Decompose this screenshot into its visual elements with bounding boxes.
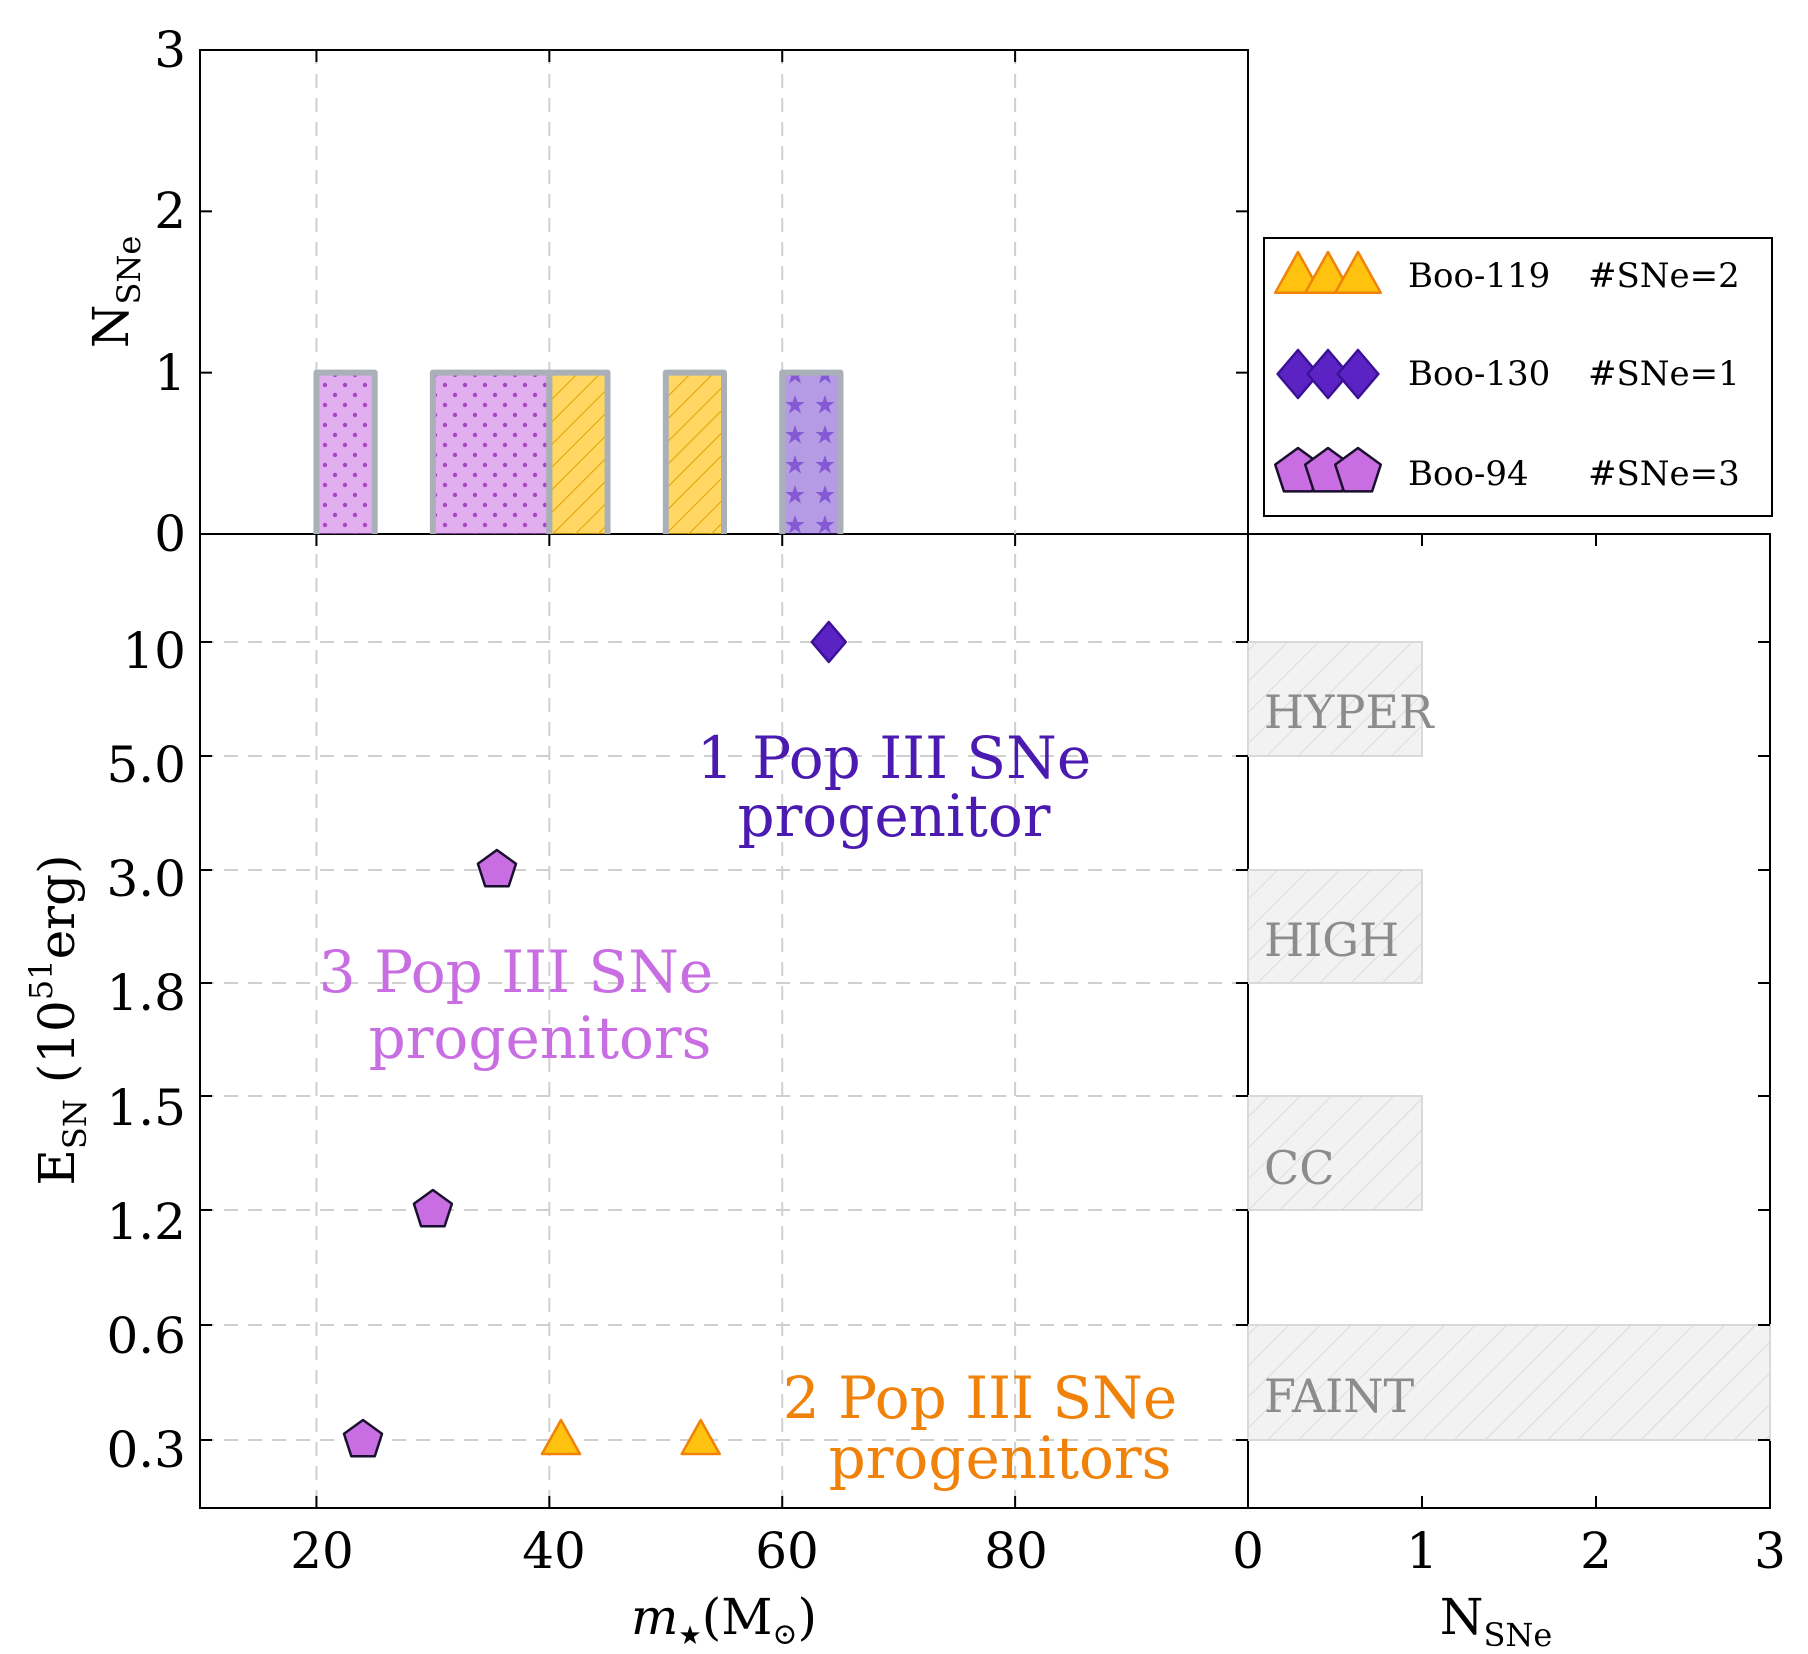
bar-outline: [313, 369, 378, 534]
main-xtick-label: 60: [755, 1522, 819, 1580]
main-xtick-label: 80: [984, 1522, 1048, 1580]
bar-outline: [546, 369, 611, 534]
category-label-cc: CC: [1264, 1141, 1334, 1195]
top-ytick-label: 1: [154, 344, 186, 402]
category-label-faint: FAINT: [1264, 1369, 1415, 1423]
legend-label-boo130: Boo-130: [1408, 354, 1550, 394]
main-ytick-label: 0.6: [106, 1307, 186, 1365]
legend-marker-boo-119: [1303, 250, 1353, 295]
point-boo-94: [412, 1188, 454, 1228]
point-boo-94: [342, 1418, 384, 1458]
point-boo-119: [680, 1418, 721, 1456]
legend-marker-boo-119: [1333, 250, 1383, 295]
legend-marker-boo-94: [1333, 446, 1383, 493]
right-xtick-label: 0: [1232, 1522, 1264, 1580]
bar-pattern: [549, 372, 608, 534]
category-bar-hatch: [1248, 1325, 1770, 1440]
legend-label-boo94: Boo-94: [1408, 454, 1529, 494]
tick-marks: [200, 49, 1771, 1508]
point-boo-94: [476, 848, 518, 888]
main-xtick-label: 20: [290, 1522, 354, 1580]
bar-pattern: [665, 372, 724, 534]
annotation-boo130-line1: 1 Pop III SNe: [697, 724, 1091, 792]
legend-count-boo119: #SNe=2: [1588, 256, 1740, 296]
main-xlabel: m★(M⊙): [631, 1588, 817, 1652]
main-panel-frame: [199, 533, 1249, 1509]
annotation-boo94-line1: 3 Pop III SNe: [319, 938, 713, 1006]
right-histogram-bars: [1247, 641, 1771, 1441]
legend-marker-boo-119: [1273, 250, 1323, 295]
legend-marker-boo-130: [1336, 348, 1380, 400]
legend-count-boo130: #SNe=1: [1588, 354, 1740, 394]
right-panel-frame: [1247, 533, 1771, 1509]
bar-pattern: [316, 372, 375, 534]
right-xtick-label: 1: [1406, 1522, 1438, 1580]
bar-pattern: [432, 372, 550, 534]
main-ytick-label: 5.0: [106, 736, 186, 794]
top-histogram-bars: [313, 369, 844, 534]
legend: Boo-119 #SNe=2 Boo-130 #SNe=1 Boo-94 #SN…: [1263, 237, 1773, 517]
legend-marker-boo-130: [1306, 348, 1350, 400]
legend-markers: [1273, 250, 1383, 493]
main-ytick-label: 3.0: [106, 850, 186, 908]
right-xtick-label: 2: [1580, 1522, 1612, 1580]
category-bar-hatch: [1248, 642, 1422, 756]
category-bar-hatch: [1248, 870, 1422, 983]
legend-marker-boo-130: [1276, 348, 1320, 400]
right-xtick-label: 3: [1754, 1522, 1786, 1580]
category-bar-hatch: [1248, 1096, 1422, 1210]
legend-count-boo94: #SNe=3: [1588, 454, 1740, 494]
top-ytick-label: 2: [154, 182, 186, 240]
bar-boo-94: [316, 372, 375, 534]
main-ytick-label: 10: [122, 622, 186, 680]
bar-boo-119: [665, 372, 724, 534]
annotation-boo94-line2: progenitors: [369, 1004, 712, 1072]
annotation-boo130-line2: progenitor: [737, 782, 1050, 850]
bar-pattern: [782, 372, 841, 534]
bar-outline: [779, 369, 844, 534]
category-label-hyper: HYPER: [1264, 685, 1435, 739]
main-ytick-label: 1.5: [106, 1079, 186, 1137]
bar-boo-130: [782, 372, 841, 534]
point-boo-119: [540, 1418, 582, 1456]
main-ytick-label: 0.3: [106, 1421, 186, 1479]
annotation-boo119-line1: 2 Pop III SNe: [783, 1364, 1177, 1432]
scatter-points: [342, 620, 848, 1458]
category-label-high: HIGH: [1264, 913, 1399, 967]
point-boo-130: [810, 620, 848, 664]
main-ytick-label: 1.8: [106, 964, 186, 1022]
legend-label-boo119: Boo-119: [1408, 256, 1550, 296]
main-xtick-label: 40: [522, 1522, 586, 1580]
top-ylabel: NSNe: [82, 236, 148, 349]
main-ytick-label: 1.2: [106, 1193, 186, 1251]
bar-outline: [662, 369, 727, 534]
top-ytick-label: 0: [154, 505, 186, 563]
annotation-boo119-line2: progenitors: [829, 1424, 1172, 1492]
bar-boo-94: [432, 372, 550, 534]
main-ylabel: ESN (1051erg): [22, 854, 94, 1185]
top-ytick-label: 3: [154, 21, 186, 79]
right-xlabel: NSNe: [1440, 1588, 1553, 1654]
bar-boo-119: [549, 372, 608, 534]
